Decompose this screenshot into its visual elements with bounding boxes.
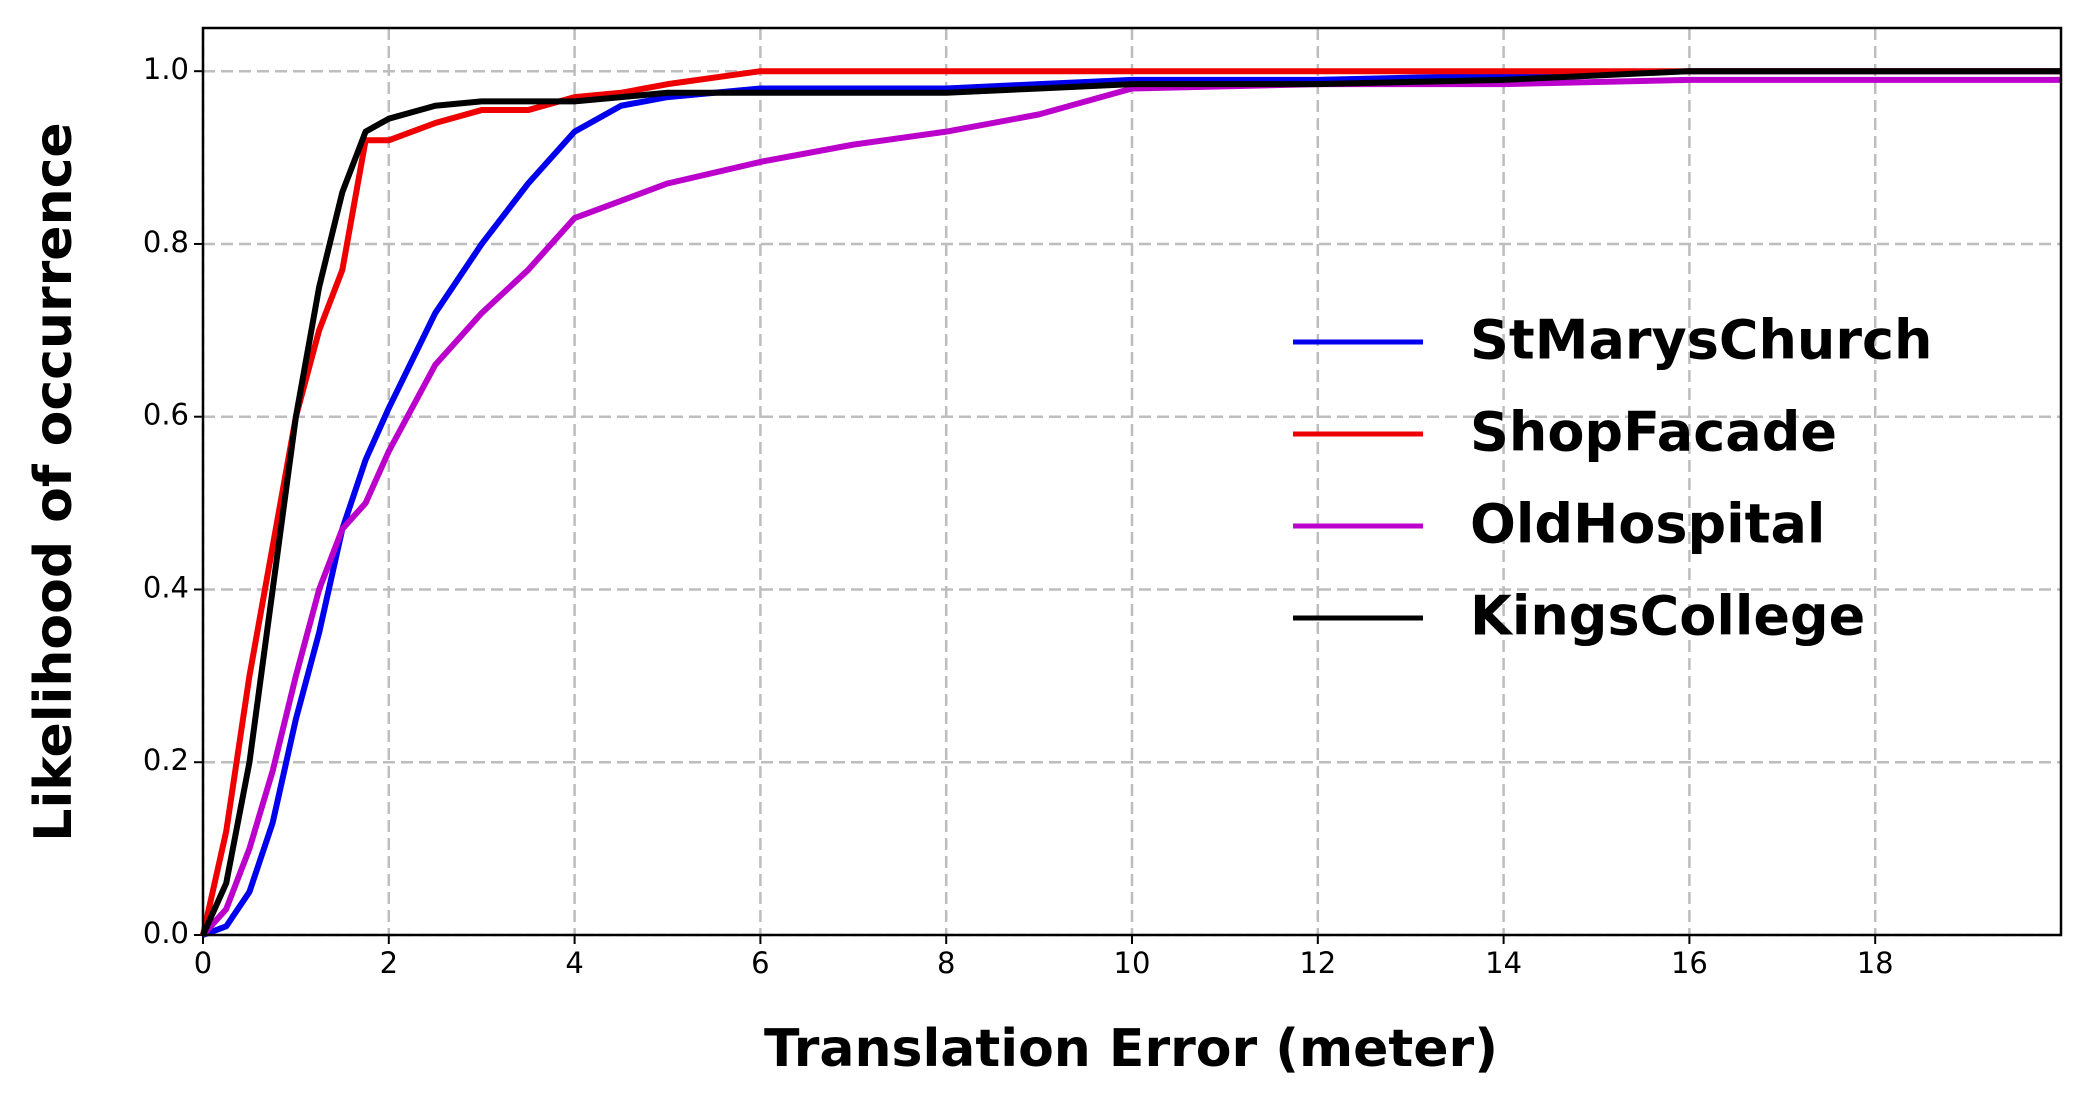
x-tick-label: 12 xyxy=(1299,946,1336,980)
x-tick-label: 18 xyxy=(1857,946,1894,980)
series-line xyxy=(201,68,2061,938)
y-tick-label: 0.2 xyxy=(143,743,189,777)
x-tick-label: 14 xyxy=(1485,946,1522,980)
y-axis-label: Likelihood of occurrence xyxy=(24,122,84,841)
y-tick-label: 0.8 xyxy=(143,225,189,259)
x-tick-label: 4 xyxy=(565,946,583,980)
y-tick-label: 0.0 xyxy=(143,916,189,950)
y-tick-label: 0.6 xyxy=(143,398,189,432)
legend-label: StMarysChurch xyxy=(1470,309,1932,372)
y-tick-label: 1.0 xyxy=(143,52,189,86)
x-tick-label: 8 xyxy=(937,946,955,980)
x-tick-label: 0 xyxy=(194,946,212,980)
x-tick-label: 6 xyxy=(751,946,769,980)
legend-label: OldHospital xyxy=(1470,493,1825,556)
x-axis-label: Translation Error (meter) xyxy=(764,1019,1498,1079)
x-tick-label: 2 xyxy=(380,946,398,980)
plot-frame xyxy=(201,26,2063,937)
series-line xyxy=(200,68,2061,937)
x-tick-label: 16 xyxy=(1671,946,1708,980)
y-tick-label: 0.4 xyxy=(143,570,189,604)
legend-label: ShopFacade xyxy=(1470,401,1837,464)
x-tick-label: 10 xyxy=(1114,946,1151,980)
legend-label: KingsCollege xyxy=(1470,585,1865,648)
